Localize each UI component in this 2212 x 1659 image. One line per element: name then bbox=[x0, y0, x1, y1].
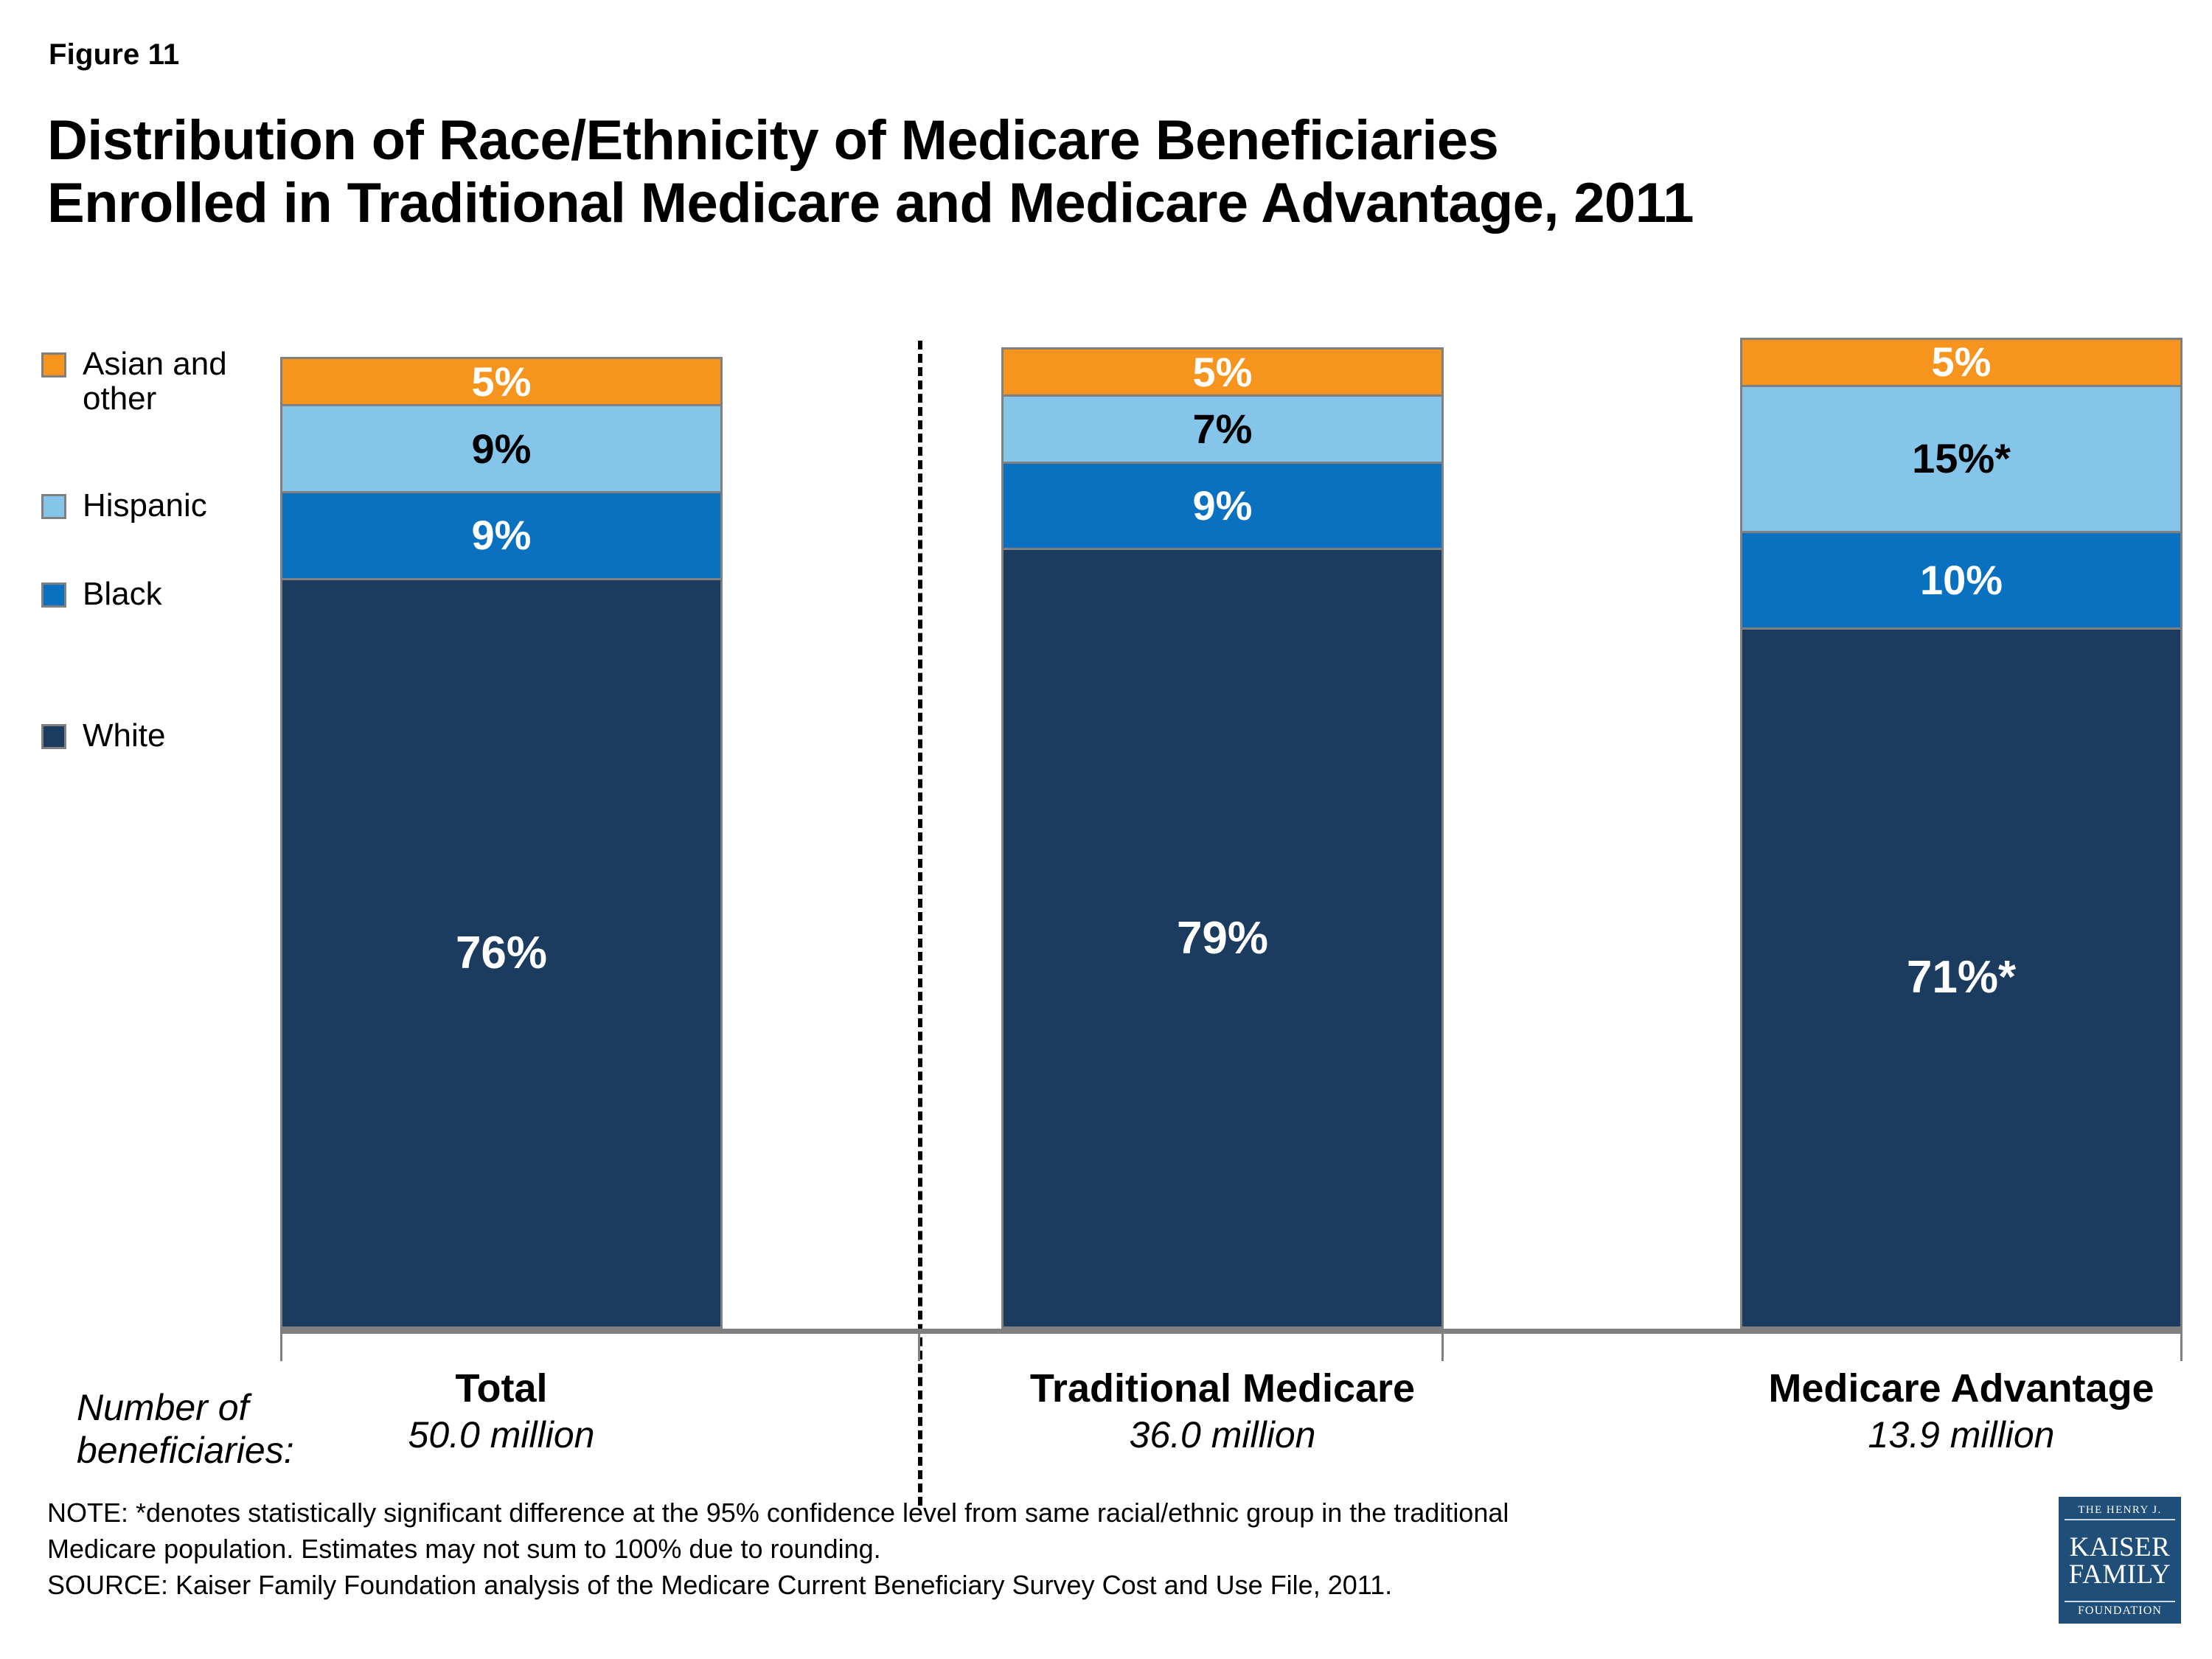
x-axis-group-count: 50.0 million bbox=[408, 1413, 595, 1455]
bar-segment-value-label: 9% bbox=[471, 512, 532, 559]
footer-notes: NOTE: *denotes statistically significant… bbox=[47, 1495, 1994, 1604]
legend-item-asian-and-other[interactable]: Asian and other bbox=[41, 347, 227, 416]
bar-segment-hispanic[interactable]: 7% bbox=[1001, 394, 1444, 464]
x-axis-tick bbox=[1441, 1329, 1444, 1361]
bar-segment-value-label: 5% bbox=[1192, 348, 1253, 395]
legend-swatch-black-icon bbox=[41, 582, 66, 608]
bar-traditional-medicare[interactable]: 5% 7% 9% 79% bbox=[1001, 347, 1444, 1329]
x-axis-group-medicare-advantage: Medicare Advantage 13.9 million bbox=[1630, 1366, 2212, 1457]
bar-segment-value-label: 15%* bbox=[1912, 435, 2011, 482]
bar-segment-asian-and-other[interactable]: 5% bbox=[1740, 337, 2183, 387]
figure-label: Figure 11 bbox=[49, 38, 180, 71]
x-axis-group-count: 13.9 million bbox=[1868, 1413, 2055, 1455]
bar-medicare-advantage[interactable]: 5% 15%* 10% 71%* bbox=[1740, 337, 2183, 1329]
bar-segment-white[interactable]: 71%* bbox=[1740, 627, 2183, 1329]
group-divider bbox=[918, 341, 922, 1506]
bar-segment-value-label: 71%* bbox=[1906, 952, 2017, 1004]
page-title: Distribution of Race/Ethnicity of Medica… bbox=[47, 109, 2171, 234]
legend-label-white: White bbox=[83, 717, 166, 754]
legend-swatch-hispanic-icon bbox=[41, 494, 66, 519]
bar-segment-asian-and-other[interactable]: 5% bbox=[1001, 347, 1444, 397]
x-axis-tick bbox=[2180, 1329, 2183, 1361]
page-title-line-1: Distribution of Race/Ethnicity of Medica… bbox=[47, 109, 1499, 172]
x-axis-group-name: Traditional Medicare bbox=[1029, 1366, 1416, 1411]
bar-segment-hispanic[interactable]: 15%* bbox=[1740, 384, 2183, 533]
bar-segment-value-label: 9% bbox=[471, 425, 532, 472]
legend-swatch-asian-and-other-icon bbox=[41, 352, 66, 378]
x-axis-tick bbox=[918, 1329, 920, 1361]
bar-segment-value-label: 5% bbox=[471, 358, 532, 405]
legend-label-black: Black bbox=[83, 576, 162, 612]
bar-segment-value-label: 79% bbox=[1176, 912, 1269, 964]
x-axis-group-count: 36.0 million bbox=[1129, 1413, 1316, 1455]
bar-segment-value-label: 5% bbox=[1931, 338, 1992, 386]
logo-top-text: THE HENRY J. bbox=[2065, 1504, 2175, 1520]
legend-item-white[interactable]: White bbox=[41, 718, 165, 753]
chart-plot-area: 5% 9% 9% 76% 5% 7% 9% 79% 5% 15%* 10% 71%* bbox=[280, 337, 2183, 1329]
bar-segment-asian-and-other[interactable]: 5% bbox=[280, 357, 723, 407]
bar-total[interactable]: 5% 9% 9% 76% bbox=[280, 357, 723, 1329]
legend-item-hispanic[interactable]: Hispanic bbox=[41, 488, 207, 523]
bar-segment-value-label: 10% bbox=[1919, 556, 2003, 603]
bar-segment-value-label: 9% bbox=[1192, 482, 1253, 529]
x-axis-group-name: Total bbox=[455, 1366, 548, 1411]
legend-label-hispanic: Hispanic bbox=[83, 487, 207, 524]
x-axis-group-traditional-medicare: Traditional Medicare 36.0 million bbox=[891, 1366, 1554, 1457]
source-line: SOURCE: Kaiser Family Foundation analysi… bbox=[47, 1569, 1393, 1600]
logo-kaiser-text: KAISER bbox=[2069, 1531, 2171, 1562]
legend-item-black[interactable]: Black bbox=[41, 577, 162, 611]
logo-mid-text: KAISER FAMILY bbox=[2065, 1531, 2175, 1591]
x-axis-labels: Total 50.0 million Traditional Medicare 36.… bbox=[0, 1366, 2212, 1506]
bar-segment-black[interactable]: 10% bbox=[1740, 530, 2183, 630]
x-axis-group-name: Medicare Advantage bbox=[1768, 1366, 2154, 1411]
page-title-line-2: Enrolled in Traditional Medicare and Med… bbox=[47, 172, 1694, 235]
x-axis-group-total: Total 50.0 million bbox=[170, 1366, 833, 1457]
bar-segment-hispanic[interactable]: 9% bbox=[280, 404, 723, 494]
kaiser-family-foundation-logo: THE HENRY J. KAISER FAMILY FOUNDATION bbox=[2059, 1497, 2181, 1624]
bar-segment-black[interactable]: 9% bbox=[280, 491, 723, 580]
legend-swatch-white-icon bbox=[41, 724, 66, 749]
bar-segment-white[interactable]: 76% bbox=[280, 577, 723, 1329]
number-of-beneficiaries-label: Number of beneficiaries: bbox=[77, 1387, 294, 1471]
logo-family-text: FAMILY bbox=[2068, 1559, 2171, 1590]
bar-segment-white[interactable]: 79% bbox=[1001, 548, 1444, 1329]
note-line-1: NOTE: *denotes statistically significant… bbox=[47, 1498, 1509, 1528]
bar-segment-value-label: 76% bbox=[455, 927, 548, 978]
x-axis-line bbox=[280, 1329, 2183, 1334]
legend-label-asian-and-other: Asian and other bbox=[83, 346, 227, 417]
bar-segment-black[interactable]: 9% bbox=[1001, 461, 1444, 551]
note-line-2: Medicare population. Estimates may not s… bbox=[47, 1533, 881, 1564]
logo-bottom-text: FOUNDATION bbox=[2065, 1601, 2175, 1618]
bar-segment-value-label: 7% bbox=[1192, 405, 1253, 452]
x-axis-tick bbox=[280, 1329, 282, 1361]
